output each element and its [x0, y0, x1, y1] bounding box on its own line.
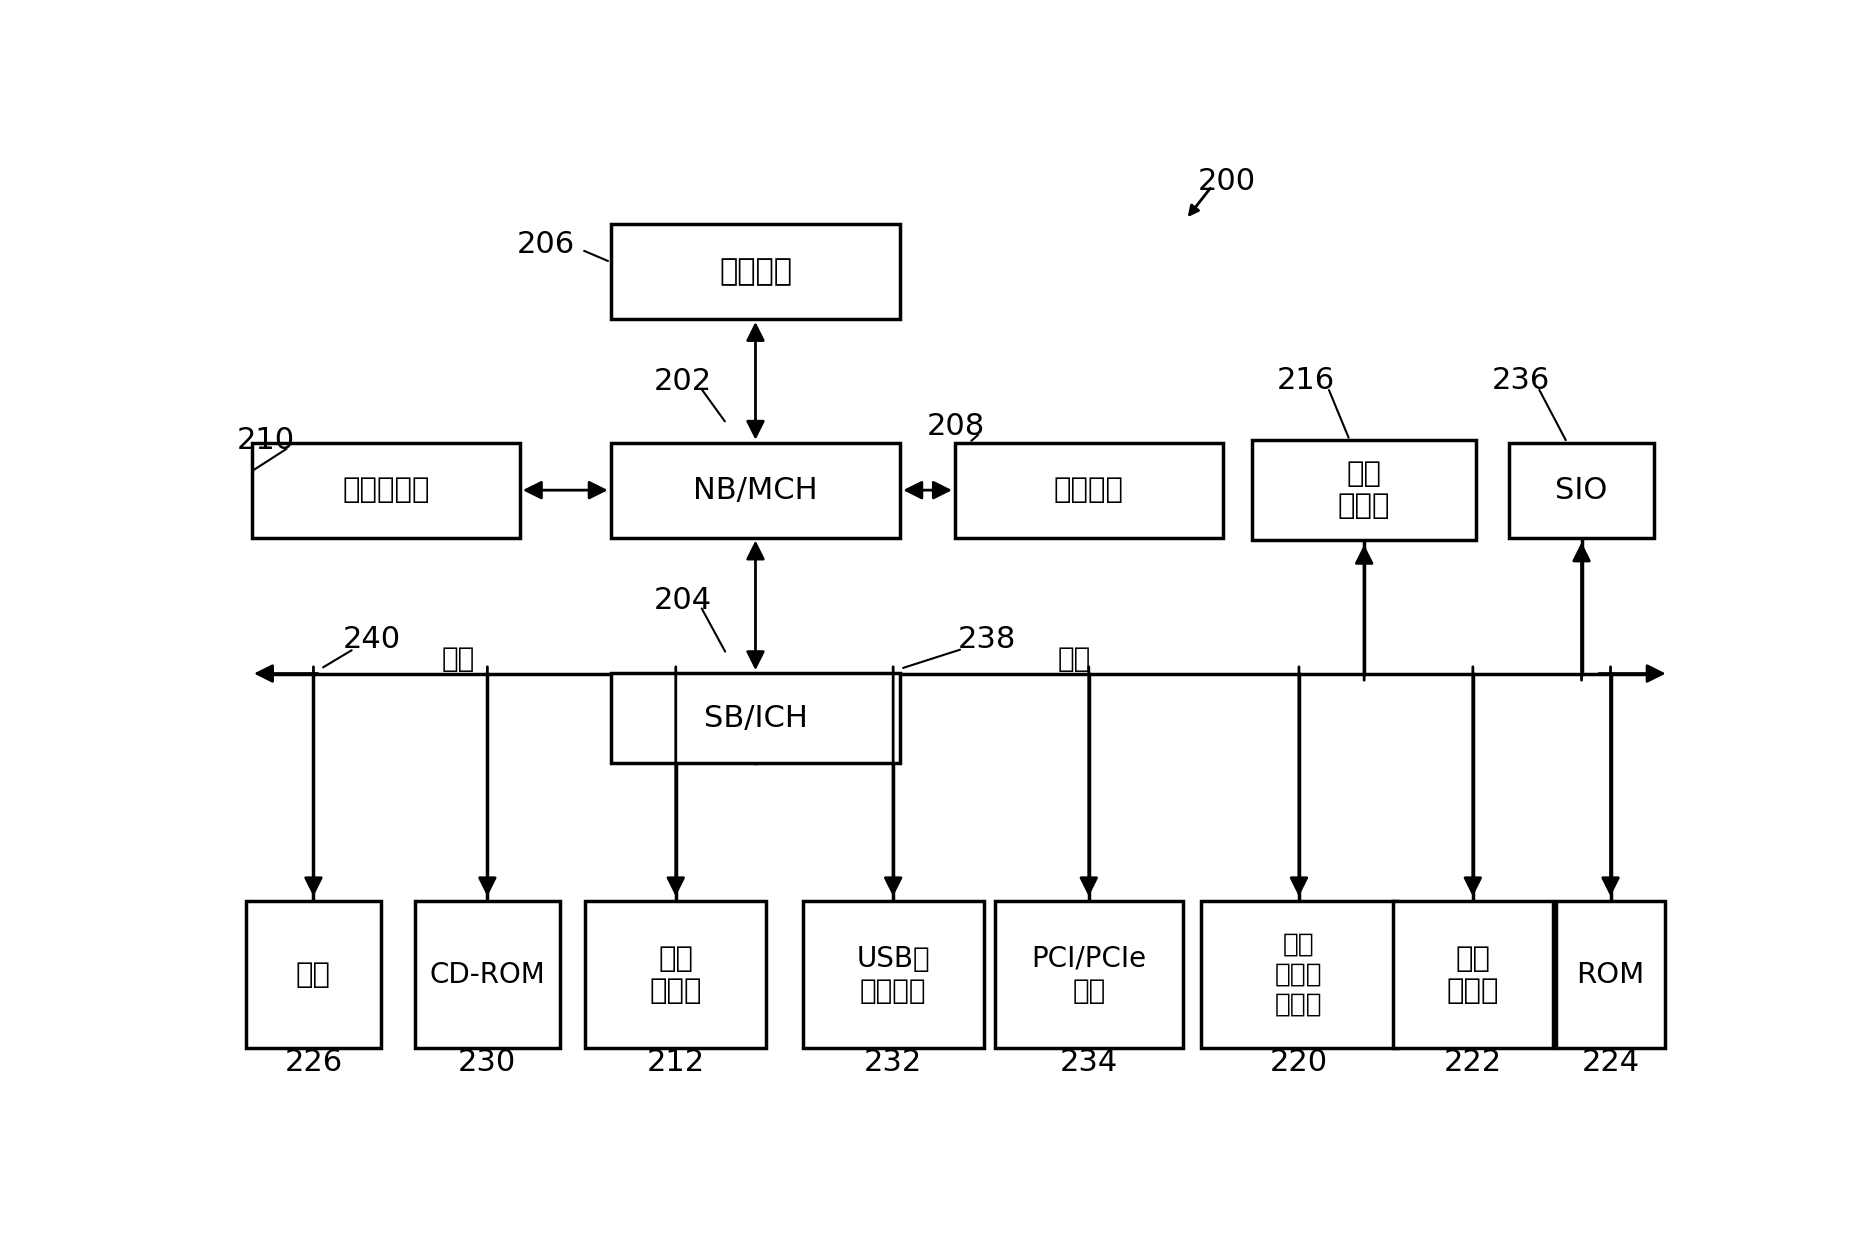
Text: 总线: 总线 [1058, 645, 1090, 674]
Text: 240: 240 [342, 624, 400, 654]
Text: 222: 222 [1444, 1048, 1502, 1076]
Text: 234: 234 [1060, 1048, 1118, 1076]
Text: 磁盘: 磁盘 [295, 961, 331, 988]
Text: USB及
其他端口: USB及 其他端口 [856, 944, 929, 1004]
Text: 204: 204 [654, 586, 712, 615]
Text: 212: 212 [647, 1048, 705, 1076]
Text: 208: 208 [926, 412, 985, 441]
Text: 总线: 总线 [441, 645, 475, 674]
Bar [1393, 901, 1552, 1049]
Text: 202: 202 [654, 368, 712, 396]
Bar [415, 901, 559, 1049]
Bar [611, 443, 901, 538]
Bar [585, 901, 767, 1049]
Bar [995, 901, 1184, 1049]
Bar [611, 673, 901, 764]
Bar [611, 225, 901, 320]
Bar [1201, 901, 1397, 1049]
Text: 音频
适配器: 音频 适配器 [1337, 460, 1391, 521]
Text: 224: 224 [1582, 1048, 1640, 1076]
Bar [247, 901, 381, 1049]
Text: 处理单元: 处理单元 [718, 257, 793, 286]
Text: 200: 200 [1197, 167, 1255, 196]
Text: 216: 216 [1277, 366, 1335, 395]
Text: 236: 236 [1492, 366, 1550, 395]
Text: 图形处理器: 图形处理器 [342, 476, 430, 505]
Text: 232: 232 [864, 1048, 922, 1076]
Text: ROM: ROM [1576, 961, 1644, 988]
Bar [956, 443, 1223, 538]
Bar [1251, 441, 1477, 540]
Text: 键盘
和鼠标
适配器: 键盘 和鼠标 适配器 [1275, 932, 1322, 1018]
Text: 220: 220 [1270, 1048, 1328, 1076]
Bar [1509, 443, 1653, 538]
Text: CD-ROM: CD-ROM [430, 961, 546, 988]
Text: SB/ICH: SB/ICH [703, 703, 808, 733]
Text: 206: 206 [516, 231, 574, 259]
Text: SIO: SIO [1556, 475, 1608, 505]
Text: 226: 226 [284, 1048, 342, 1076]
Text: 210: 210 [237, 426, 295, 455]
Text: PCI/PCIe
设备: PCI/PCIe 设备 [1030, 944, 1146, 1004]
Text: NB/MCH: NB/MCH [694, 475, 817, 505]
Bar [1556, 901, 1664, 1049]
Bar [802, 901, 984, 1049]
Text: 网络
适配器: 网络 适配器 [649, 944, 701, 1004]
Bar [252, 443, 520, 538]
Text: 238: 238 [957, 624, 1017, 654]
Text: 主存储器: 主存储器 [1055, 476, 1124, 505]
Text: 230: 230 [458, 1048, 516, 1076]
Text: 调制
解调器: 调制 解调器 [1447, 944, 1500, 1004]
